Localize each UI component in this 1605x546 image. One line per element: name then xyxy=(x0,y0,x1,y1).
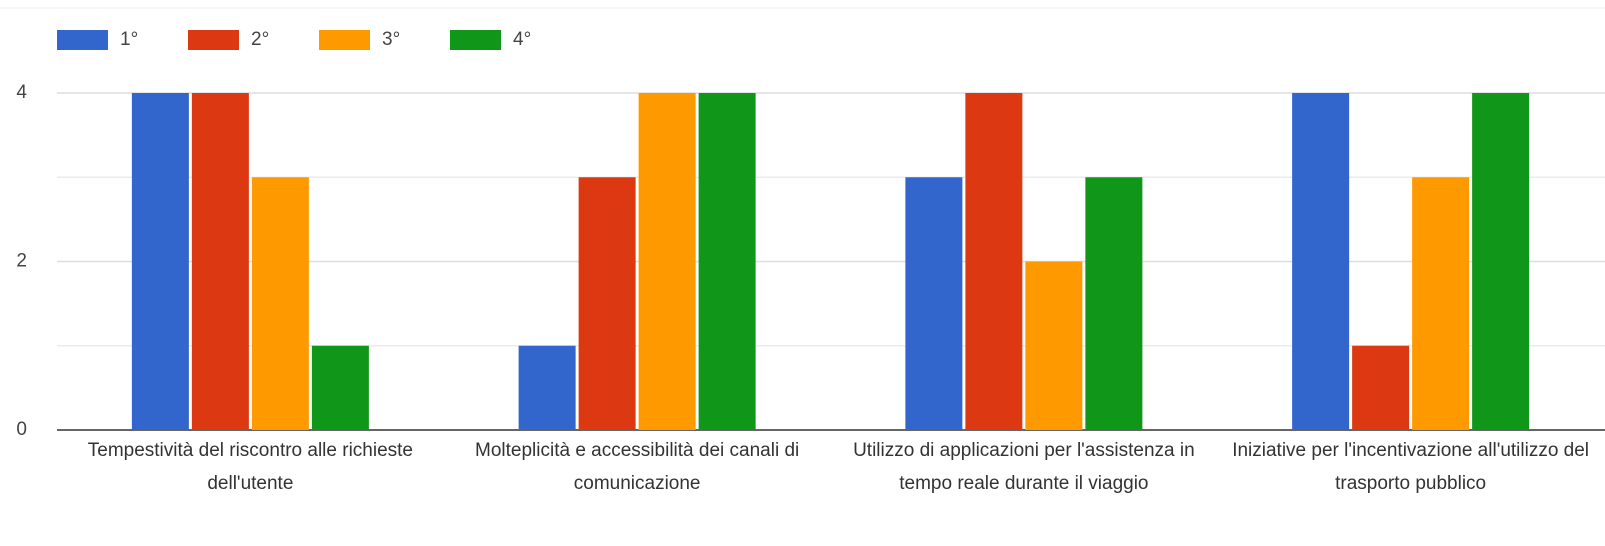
bar xyxy=(191,93,249,430)
bar xyxy=(698,93,756,430)
x-tick-label: Tempestività del riscontro alle richiest… xyxy=(87,440,413,494)
legend-label: 3° xyxy=(382,29,400,50)
x-tick-label: Molteplicità e accessibilità dei canali … xyxy=(475,440,800,494)
bar xyxy=(965,93,1023,430)
bar xyxy=(1292,93,1350,430)
legend-swatch xyxy=(319,30,370,50)
y-tick-label: 4 xyxy=(16,82,27,103)
legend-label: 4° xyxy=(513,29,531,50)
bar xyxy=(905,177,963,430)
bar xyxy=(518,345,576,430)
bar xyxy=(1025,261,1083,430)
bar xyxy=(1352,345,1410,430)
legend-swatch xyxy=(57,30,108,50)
bar xyxy=(1085,177,1143,430)
x-tick-label: Utilizzo di applicazioni per l'assistenz… xyxy=(853,440,1195,494)
legend-swatch xyxy=(188,30,239,50)
legend-swatch xyxy=(450,30,501,50)
bar xyxy=(578,177,636,430)
bar xyxy=(1412,177,1470,430)
bar xyxy=(131,93,189,430)
bar xyxy=(311,345,369,430)
bar xyxy=(251,177,309,430)
bar xyxy=(638,93,696,430)
x-tick-label: Iniziative per l'incentivazione all'util… xyxy=(1232,440,1590,494)
legend-label: 1° xyxy=(120,29,138,50)
legend-label: 2° xyxy=(251,29,269,50)
y-tick-label: 2 xyxy=(16,251,27,272)
bar xyxy=(1472,93,1530,430)
y-tick-label: 0 xyxy=(16,419,27,440)
